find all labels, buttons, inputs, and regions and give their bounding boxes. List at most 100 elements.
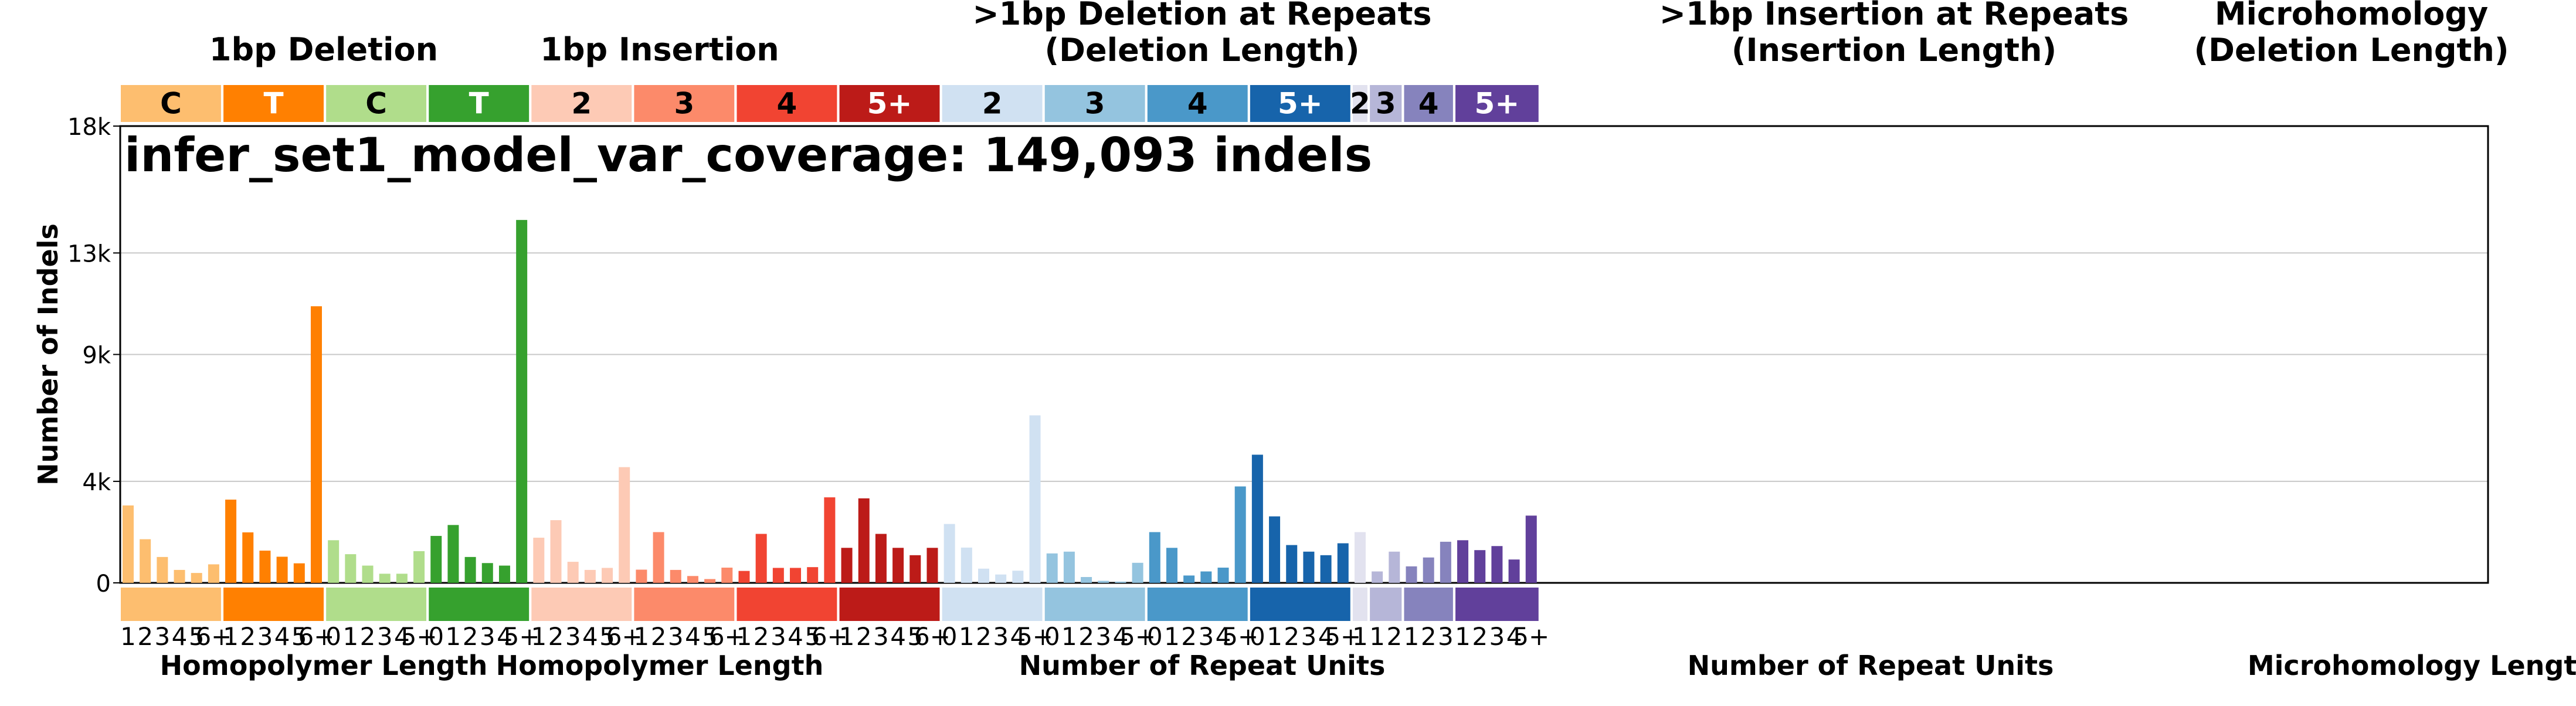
category-box-bottom <box>737 588 837 621</box>
x-tick-label: 6+ <box>812 622 848 651</box>
bar <box>1457 540 1469 583</box>
x-tick-label: 2 <box>856 622 872 651</box>
category-label: 3 <box>1376 87 1396 121</box>
category-box-top <box>1404 85 1453 122</box>
x-tick-label: 1 <box>959 622 975 651</box>
x-tick-label: 1 <box>1267 622 1282 651</box>
bar <box>636 569 647 583</box>
bar <box>1337 543 1349 583</box>
x-tick-label: 5+ <box>1325 622 1361 651</box>
bar <box>276 556 288 583</box>
category-box-top <box>1352 85 1367 122</box>
x-tick-label: 4 <box>274 622 290 651</box>
y-tick-label: 18k <box>67 114 111 141</box>
bar <box>978 568 989 583</box>
bar <box>1081 577 1092 583</box>
bar <box>1269 516 1281 583</box>
bar <box>653 532 664 583</box>
bar <box>738 571 750 583</box>
x-tick-label: 3 <box>565 622 581 651</box>
bar <box>123 505 134 583</box>
x-tick-label: 1 <box>1404 622 1420 651</box>
group-header: 1bp Deletion <box>209 31 438 68</box>
x-tick-label: 5 <box>291 622 307 651</box>
category-box-bottom <box>1250 588 1350 621</box>
category-box-bottom <box>326 588 427 621</box>
x-tick-label: 4 <box>582 622 598 651</box>
x-tick-label: 1 <box>120 622 136 651</box>
category-label: 4 <box>1418 87 1439 121</box>
x-tick-label: 1 <box>1369 622 1385 651</box>
x-tick-label: 3 <box>480 622 495 651</box>
x-tick-label: 2 <box>360 622 376 651</box>
category-box-bottom <box>223 588 324 621</box>
bar <box>772 568 784 583</box>
x-tick-label: 1 <box>839 622 855 651</box>
x-tick-label: 2 <box>548 622 564 651</box>
x-tick-label: 2 <box>1386 622 1402 651</box>
x-tick-label: 0 <box>428 622 444 651</box>
bar <box>481 563 493 583</box>
x-tick-label: 3 <box>1198 622 1214 651</box>
category-box-bottom <box>429 588 530 621</box>
bar <box>619 467 630 583</box>
x-tick-label: 3 <box>873 622 889 651</box>
category-box-bottom <box>634 588 735 621</box>
bar <box>1525 515 1537 583</box>
bar <box>1508 559 1520 583</box>
bar <box>293 563 305 583</box>
bar <box>841 548 853 583</box>
x-tick-label: 4 <box>1010 622 1026 651</box>
x-tick-label: 3 <box>257 622 273 651</box>
x-tick-label: 1 <box>1352 622 1368 651</box>
bar <box>1046 553 1058 583</box>
bar <box>1286 545 1298 583</box>
x-tick-label: 2 <box>463 622 478 651</box>
bar <box>1474 550 1486 583</box>
category-box-top <box>1147 85 1248 122</box>
x-axis-label: Homopolymer Length <box>496 650 824 681</box>
x-tick-label: 0 <box>1044 622 1060 651</box>
group-header-line: (Deletion Length) <box>2194 32 2509 69</box>
x-tick-label: 2 <box>1078 622 1094 651</box>
category-box-bottom <box>121 588 221 621</box>
category-box-bottom <box>942 588 1043 621</box>
bar <box>191 573 202 583</box>
category-label: 4 <box>777 87 797 121</box>
category-label: 4 <box>1187 87 1208 121</box>
category-box-bottom <box>531 588 632 621</box>
bar <box>413 551 425 583</box>
x-tick-label: 5+ <box>504 622 540 651</box>
bar <box>1251 454 1263 583</box>
y-axis-label: Number of Indels <box>32 223 64 486</box>
bar <box>242 532 254 583</box>
category-box-bottom <box>1352 588 1367 621</box>
bar <box>875 534 887 583</box>
bar <box>1406 566 1417 583</box>
bar <box>1029 415 1041 583</box>
x-tick-label: 4 <box>497 622 513 651</box>
x-tick-label: 4 <box>394 622 410 651</box>
bar <box>943 524 955 583</box>
category-box-top <box>326 85 427 122</box>
x-tick-label: 3 <box>1489 622 1505 651</box>
bar <box>259 551 271 583</box>
x-tick-label: 5+ <box>1222 622 1258 651</box>
x-axis-label: Homopolymer Length <box>160 650 488 681</box>
bar <box>1200 571 1212 583</box>
y-tick-label: 4k <box>82 469 111 496</box>
category-box-top <box>737 85 837 122</box>
bar <box>516 220 528 583</box>
bar <box>447 525 459 583</box>
bar <box>584 569 596 583</box>
bar <box>1303 551 1315 583</box>
bar <box>995 574 1007 583</box>
category-box-top <box>1250 85 1350 122</box>
category-box-top <box>839 85 940 122</box>
x-tick-label: 1 <box>1061 622 1077 651</box>
category-box-top <box>429 85 530 122</box>
chart-title: infer_set1_model_var_coverage: 149,093 i… <box>124 128 1372 182</box>
x-axis-label: Number of Repeat Units <box>1688 650 2054 681</box>
bar <box>550 520 562 583</box>
